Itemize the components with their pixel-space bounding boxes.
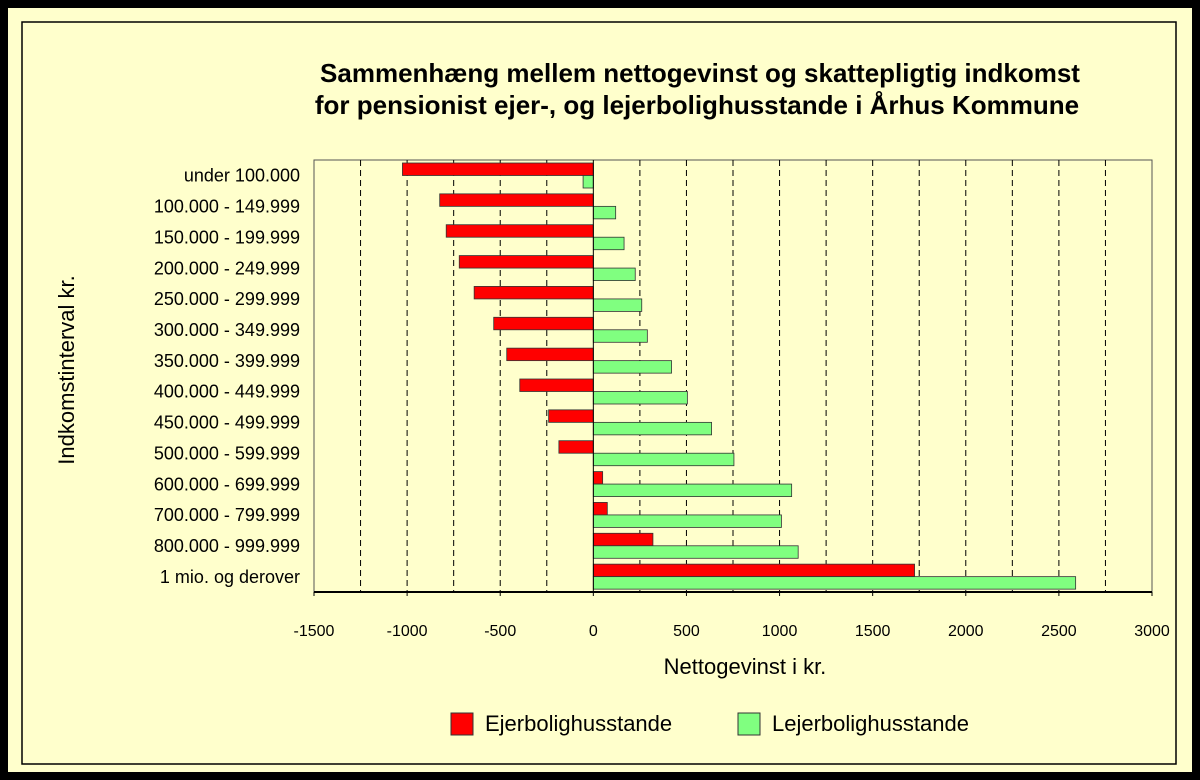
bar [592, 329, 648, 343]
chart-title: Sammenhæng mellem nettogevinst og skatte… [320, 58, 1080, 88]
bar [439, 193, 594, 207]
bar [592, 298, 643, 312]
chart-title: for pensionist ejer-, og lejerbolighusst… [315, 90, 1079, 120]
bar [458, 255, 594, 269]
x-tick-label: -1500 [294, 623, 335, 640]
y-tick-label: 250.000 - 299.999 [154, 289, 300, 309]
bar [592, 360, 672, 374]
bar [558, 440, 594, 454]
y-tick-label: 100.000 - 149.999 [154, 197, 300, 217]
bar [592, 391, 688, 405]
bar [548, 409, 594, 423]
bar [592, 236, 625, 251]
bar [402, 162, 594, 176]
y-tick-label: 1 mio. og derover [160, 567, 300, 587]
x-tick-label: 3000 [1134, 623, 1170, 640]
x-tick-label: 1000 [762, 623, 798, 640]
y-axis-label: Indkomstinterval kr. [54, 275, 79, 465]
inner-frame [21, 21, 1177, 765]
bar [592, 452, 735, 467]
bar [592, 576, 1077, 590]
bar [592, 205, 617, 220]
bar [592, 502, 608, 516]
bar [592, 545, 799, 559]
bar [592, 483, 793, 497]
x-tick-label: -1000 [387, 623, 428, 640]
y-tick-label: 800.000 - 999.999 [154, 536, 300, 556]
bar [582, 175, 594, 189]
bar [592, 471, 604, 485]
y-tick-label: 450.000 - 499.999 [154, 413, 300, 433]
bar [592, 563, 915, 578]
y-tick-label: 700.000 - 799.999 [154, 505, 300, 525]
legend-label: Ejerbolighusstande [485, 711, 672, 736]
bar [592, 267, 636, 281]
y-tick-label: 600.000 - 699.999 [154, 474, 300, 494]
x-tick-label: -500 [484, 623, 516, 640]
bar [493, 316, 594, 331]
bar [592, 532, 654, 547]
bar [473, 286, 594, 300]
x-tick-label: 2000 [948, 623, 984, 640]
legend-label: Lejerbolighusstande [772, 711, 969, 736]
x-axis-label: Nettogevinst i kr. [664, 654, 827, 679]
x-tick-label: 1500 [855, 623, 891, 640]
y-tick-label: 400.000 - 449.999 [154, 382, 300, 402]
y-tick-label: under 100.000 [184, 166, 300, 186]
y-tick-label: 500.000 - 599.999 [154, 443, 300, 463]
bar [445, 224, 594, 238]
y-tick-label: 150.000 - 199.999 [154, 227, 300, 247]
y-tick-label: 350.000 - 399.999 [154, 351, 300, 371]
legend-swatch [737, 712, 761, 736]
bar [592, 514, 782, 528]
y-tick-label: 300.000 - 349.999 [154, 320, 300, 340]
legend-swatch [450, 712, 474, 736]
x-tick-label: 500 [673, 623, 700, 640]
x-tick-label: 2500 [1041, 623, 1077, 640]
bar [519, 378, 594, 392]
bar [506, 347, 594, 362]
x-tick-label: 0 [589, 623, 598, 640]
y-tick-label: 200.000 - 249.999 [154, 258, 300, 278]
bar [592, 421, 712, 436]
